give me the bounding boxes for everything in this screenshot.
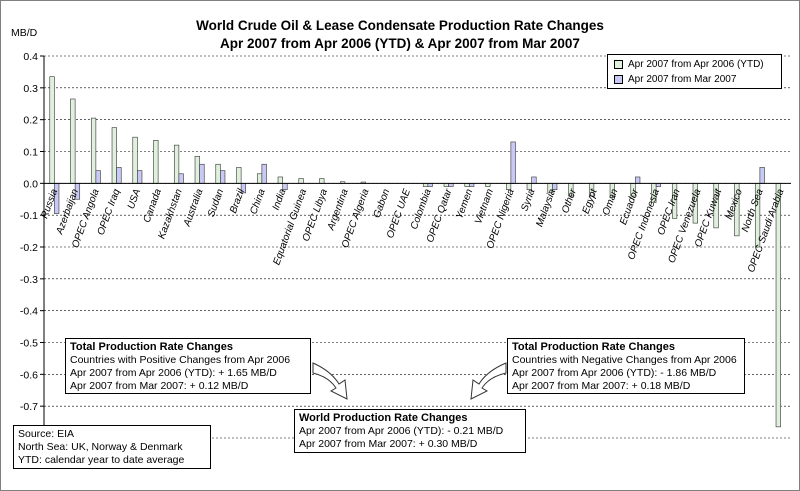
category-label: Mexico [724, 187, 745, 221]
positive-box-title: Total Production Rate Changes [70, 341, 233, 353]
category-label: Canada [142, 187, 164, 224]
negative-box-line: Apr 2007 from Mar 2007: + 0.18 MB/D [512, 380, 691, 392]
y-tick-label: 0.3 [23, 83, 38, 95]
y-tick-label: -0.2 [20, 242, 38, 254]
y-tick-labels: 0.4 0.3 0.2 0.1 0.0 -0.1 -0.2 -0.3 -0.4 -0.5 -0.6 -… [20, 51, 38, 445]
positive-changes-box: Total Production Rate Changes Countries … [65, 338, 311, 394]
bar [236, 167, 242, 184]
positive-box-line: Countries with Positive Changes from Apr… [70, 354, 291, 366]
legend-item: Apr 2007 from Mar 2007 [614, 74, 736, 85]
source-line: YTD: calendar year to date average [18, 454, 185, 466]
y-tick-label: -0.5 [20, 338, 38, 350]
category-label: Gabon [372, 187, 393, 219]
bar [552, 183, 558, 190]
category-label: Ecuador [618, 187, 641, 226]
bar [173, 144, 180, 184]
y-tick-label: 0.4 [23, 51, 38, 63]
legend-swatch-month [614, 75, 623, 84]
y-tick-label: -0.6 [20, 369, 38, 381]
bar [132, 136, 138, 184]
category-label: USA [126, 187, 143, 210]
bar [759, 167, 765, 184]
category-label: Yemen [454, 187, 475, 220]
y-axis-label: MB/D [11, 27, 38, 39]
bar [137, 170, 143, 184]
legend: Apr 2007 from Apr 2006 (YTD) Apr 2007 fr… [607, 54, 782, 89]
category-label: Australia [181, 187, 205, 229]
negative-box-line: Countries with Negative Changes from Apr… [512, 354, 737, 366]
bar [90, 117, 97, 184]
legend-label: Apr 2007 from Apr 2006 (YTD) [628, 59, 764, 70]
legend-label: Apr 2007 from Mar 2007 [628, 74, 737, 85]
negative-box-line: Apr 2007 from Apr 2006 (YTD): - 1.86 MB/… [512, 367, 717, 379]
bar [194, 155, 200, 184]
category-label: Oman [601, 187, 621, 217]
positive-box-line: Apr 2007 from Mar 2007: + 0.12 MB/D [70, 380, 249, 392]
category-label: Egypt [581, 186, 601, 215]
category-label: Other [560, 187, 579, 215]
bar [70, 98, 76, 184]
negative-changes-box: Total Production Rate Changes Countries … [507, 338, 745, 394]
category-label: Brazil [228, 187, 247, 215]
bar [220, 170, 226, 184]
world-changes-box: World Production Rate Changes Apr 2007 f… [294, 409, 526, 453]
world-box-line: Apr 2007 from Apr 2006 (YTD): - 0.21 MB/… [299, 425, 504, 437]
bar [178, 173, 184, 184]
positive-box-line: Apr 2007 from Apr 2006 (YTD): + 1.65 MB/… [70, 367, 277, 379]
world-box-line: Apr 2007 from Mar 2007: + 0.30 MB/D [299, 438, 478, 450]
category-label: Malaysia [534, 187, 558, 228]
bar [116, 167, 122, 184]
bar [215, 163, 221, 184]
y-tick-label: 0.2 [23, 115, 38, 127]
chart-title: World Crude Oil & Lease Condensate Produ… [196, 18, 604, 33]
category-label: Syria [519, 187, 537, 213]
bar [256, 173, 263, 184]
y-tick-label: 0.1 [23, 147, 38, 159]
category-label: Sudan [206, 187, 226, 218]
bar [153, 140, 159, 184]
source-line: Source: EIA [18, 428, 75, 440]
y-tick-label: -0.3 [20, 274, 38, 286]
arrow-icon [470, 362, 507, 400]
bar [635, 176, 641, 184]
bar [199, 163, 205, 184]
bar [775, 183, 781, 428]
bar [95, 170, 101, 184]
bar [298, 178, 304, 184]
category-label: India [271, 187, 289, 212]
bar [261, 163, 267, 184]
category-label: China [248, 187, 267, 216]
bar [282, 183, 288, 190]
arrow-icon [312, 362, 348, 400]
category-label: Vietnam [473, 188, 496, 226]
legend-swatch-ytd [614, 60, 623, 69]
legend-item: Apr 2007 from Apr 2006 (YTD) [614, 59, 764, 70]
y-tick-label: -0.7 [20, 401, 38, 413]
bar [49, 76, 55, 184]
bar [111, 127, 117, 184]
world-box-title: World Production Rate Changes [299, 412, 468, 424]
source-line: North Sea: UK, Norway & Denmark [18, 441, 183, 453]
bar [277, 176, 283, 184]
bar [510, 141, 516, 184]
negative-box-title: Total Production Rate Changes [512, 341, 675, 353]
bar [319, 178, 325, 184]
chart-subtitle: Apr 2007 from Apr 2006 (YTD) & Apr 2007 … [220, 36, 580, 51]
y-tick-label: 0.0 [23, 178, 38, 190]
source-box: Source: EIA North Sea: UK, Norway & Denm… [13, 425, 211, 469]
y-tick-label: -0.1 [20, 210, 38, 222]
y-tick-label: -0.4 [20, 306, 38, 318]
bar [531, 176, 537, 184]
